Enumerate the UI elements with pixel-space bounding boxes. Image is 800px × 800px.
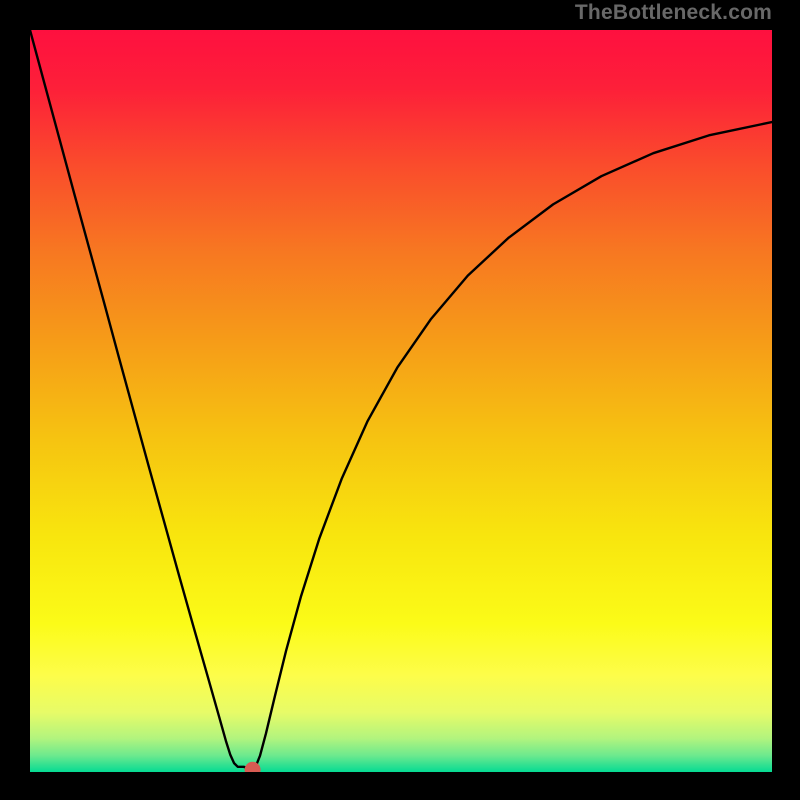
gradient-background xyxy=(30,30,772,772)
plot-area xyxy=(30,30,772,772)
chart-outer-frame: TheBottleneck.com xyxy=(0,0,800,800)
watermark-label: TheBottleneck.com xyxy=(575,1,772,25)
chart-svg xyxy=(30,30,772,772)
